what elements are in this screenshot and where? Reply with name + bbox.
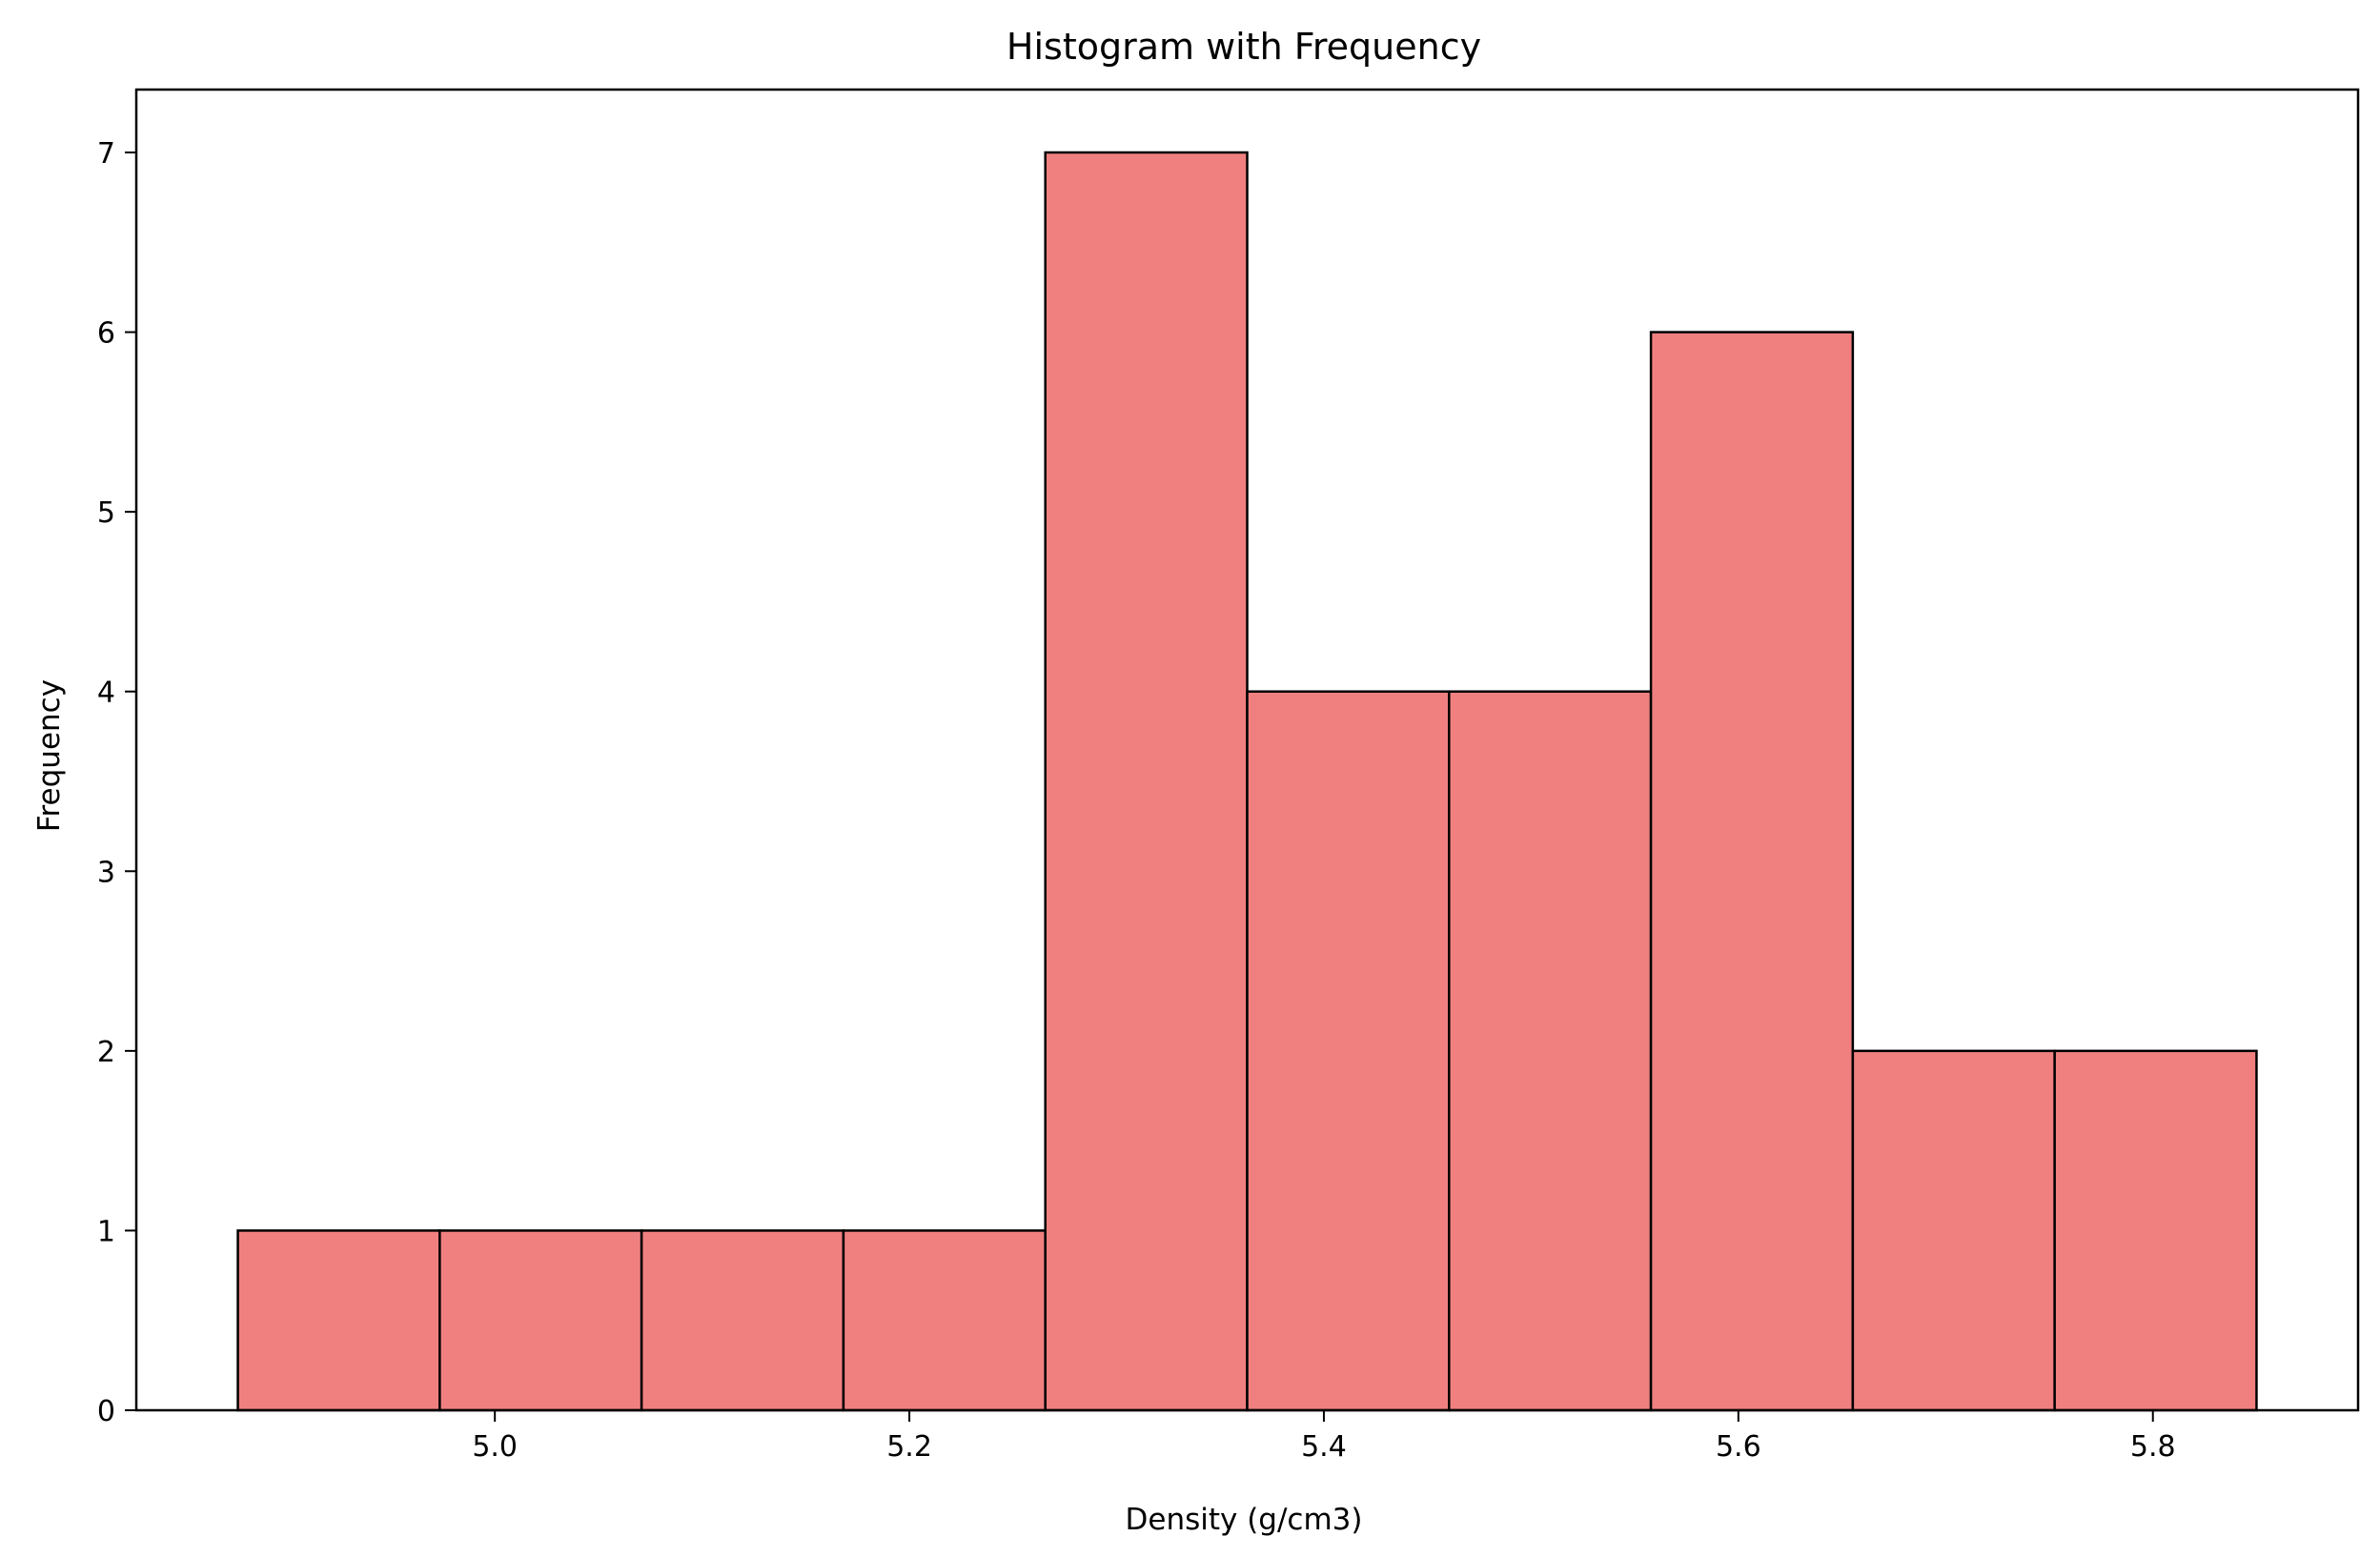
histogram-bar xyxy=(1044,151,1249,1412)
y-axis-ticks: 0 1 2 3 4 5 6 7 xyxy=(97,137,136,1428)
y-tick-label: 0 xyxy=(97,1395,115,1428)
plot-frame xyxy=(134,88,2360,1412)
y-tick-label: 5 xyxy=(97,496,115,530)
y-tick-label: 4 xyxy=(97,677,115,710)
y-axis-label: Frequency xyxy=(32,679,67,832)
y-tick-label: 2 xyxy=(97,1036,115,1069)
x-tick-label: 5.6 xyxy=(1716,1430,1761,1464)
histogram-bar xyxy=(1246,690,1451,1412)
y-tick-label: 1 xyxy=(97,1215,115,1248)
bars-group xyxy=(236,151,2258,1412)
histogram-bar xyxy=(1851,1049,2056,1412)
x-axis-label: Density (g/cm3) xyxy=(1126,1503,1363,1537)
x-tick-label: 5.2 xyxy=(886,1430,932,1464)
histogram-bar xyxy=(1448,690,1653,1412)
chart-title: Histogram with Frequency xyxy=(1007,26,1481,68)
y-tick-label: 6 xyxy=(97,317,115,351)
histogram-bar xyxy=(236,1229,441,1412)
y-tick-label: 3 xyxy=(97,856,115,889)
histogram-bar xyxy=(842,1229,1047,1412)
x-tick-label: 5.0 xyxy=(472,1430,518,1464)
x-tick-label: 5.8 xyxy=(2130,1430,2176,1464)
y-tick-label: 7 xyxy=(97,137,115,171)
histogram-bar xyxy=(2053,1049,2258,1412)
histogram-bar xyxy=(640,1229,845,1412)
histogram-bar xyxy=(438,1229,643,1412)
x-tick-label: 5.4 xyxy=(1301,1430,1347,1464)
x-axis-ticks: 5.0 5.2 5.4 5.6 5.8 xyxy=(472,1410,2176,1464)
histogram-bar xyxy=(1649,331,1855,1412)
